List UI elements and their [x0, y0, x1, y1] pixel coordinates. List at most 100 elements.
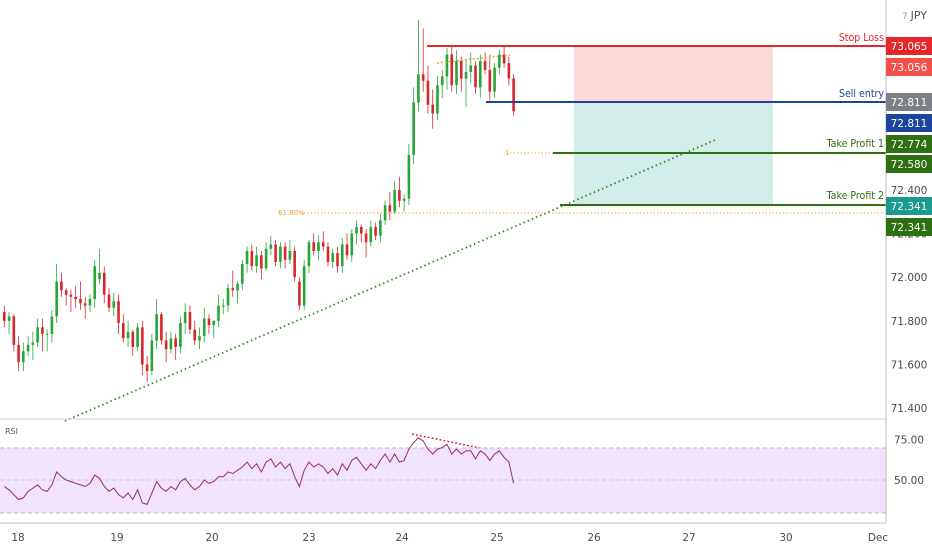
candle[interactable] [117, 301, 120, 323]
candle[interactable] [317, 242, 320, 251]
candle[interactable] [169, 338, 173, 350]
candle[interactable] [188, 312, 192, 330]
candle[interactable] [417, 74, 420, 103]
candle[interactable] [493, 67, 496, 92]
candle[interactable] [179, 322, 182, 347]
candle[interactable] [107, 294, 111, 308]
candle[interactable] [307, 242, 311, 267]
candle[interactable] [45, 333, 49, 335]
candle[interactable] [145, 364, 149, 371]
candle[interactable] [3, 312, 6, 321]
candle[interactable] [126, 331, 130, 339]
candle[interactable] [345, 244, 349, 256]
candle[interactable] [231, 288, 235, 291]
candle[interactable] [102, 272, 106, 295]
candle[interactable] [388, 205, 392, 212]
candle[interactable] [488, 69, 492, 92]
candle[interactable] [455, 61, 458, 86]
candle[interactable] [41, 327, 44, 334]
candle[interactable] [112, 301, 116, 308]
candle[interactable] [155, 314, 158, 341]
candle[interactable] [469, 65, 473, 73]
candle[interactable] [355, 226, 358, 234]
candle[interactable] [217, 305, 220, 321]
candle[interactable] [431, 104, 434, 114]
candle[interactable] [17, 344, 20, 363]
candle[interactable] [160, 314, 163, 341]
candle[interactable] [464, 72, 468, 79]
candle[interactable] [93, 266, 97, 299]
candle[interactable] [326, 246, 330, 262]
candle[interactable] [212, 320, 216, 326]
candle[interactable] [479, 61, 482, 88]
candle[interactable] [74, 296, 77, 299]
candle[interactable] [450, 54, 454, 86]
candle[interactable] [269, 244, 273, 249]
candle[interactable] [369, 226, 373, 243]
candle[interactable] [69, 294, 73, 297]
rsi-line[interactable] [4, 437, 515, 506]
candle[interactable] [7, 316, 11, 321]
candle[interactable] [12, 316, 16, 345]
candle[interactable] [502, 54, 506, 64]
candle[interactable] [483, 61, 487, 70]
candle[interactable] [283, 246, 287, 260]
candle[interactable] [331, 253, 335, 262]
candle[interactable] [445, 54, 449, 77]
candle[interactable] [459, 61, 463, 79]
candle[interactable] [507, 63, 511, 79]
time-axis[interactable] [0, 523, 932, 550]
candle[interactable] [402, 198, 406, 201]
candle[interactable] [122, 322, 125, 339]
candle[interactable] [236, 283, 239, 291]
candle[interactable] [260, 255, 263, 269]
candle[interactable] [183, 312, 187, 323]
candle[interactable] [22, 351, 25, 363]
candle[interactable] [421, 74, 425, 81]
candle[interactable] [64, 290, 68, 295]
candle[interactable] [474, 65, 477, 88]
candle[interactable] [83, 303, 87, 306]
price-axis[interactable] [886, 0, 932, 550]
candle[interactable] [426, 80, 430, 105]
candle[interactable] [255, 255, 258, 267]
candle[interactable] [36, 327, 39, 343]
candle[interactable] [202, 318, 206, 337]
candle[interactable] [279, 246, 282, 262]
candle[interactable] [50, 316, 54, 334]
candle[interactable] [312, 242, 315, 251]
candle[interactable] [98, 272, 101, 280]
candle[interactable] [436, 85, 439, 114]
candle[interactable] [288, 250, 292, 260]
candle[interactable] [141, 327, 144, 365]
trendline[interactable] [64, 139, 716, 422]
candle[interactable] [498, 54, 501, 68]
candle[interactable] [174, 338, 177, 347]
price-divergence-line[interactable] [436, 54, 511, 64]
candle[interactable] [164, 340, 168, 350]
candle[interactable] [150, 340, 154, 371]
candle[interactable] [336, 253, 339, 267]
candle[interactable] [245, 250, 249, 265]
candle[interactable] [340, 244, 344, 267]
candle[interactable] [512, 78, 515, 112]
candle[interactable] [293, 250, 296, 278]
candle[interactable] [298, 281, 301, 306]
candle[interactable] [26, 344, 30, 352]
candle[interactable] [221, 305, 225, 307]
candle[interactable] [393, 189, 396, 212]
candle[interactable] [136, 327, 139, 347]
candle[interactable] [193, 329, 196, 341]
candle[interactable] [250, 250, 254, 267]
candle[interactable] [88, 298, 92, 306]
candle[interactable] [226, 288, 230, 306]
candle[interactable] [350, 233, 354, 256]
candle[interactable] [264, 248, 268, 269]
candle[interactable] [79, 298, 82, 304]
candle[interactable] [131, 331, 135, 347]
candle[interactable] [302, 266, 306, 306]
candle[interactable] [241, 264, 244, 284]
candle[interactable] [31, 342, 35, 345]
candle[interactable] [360, 226, 363, 234]
